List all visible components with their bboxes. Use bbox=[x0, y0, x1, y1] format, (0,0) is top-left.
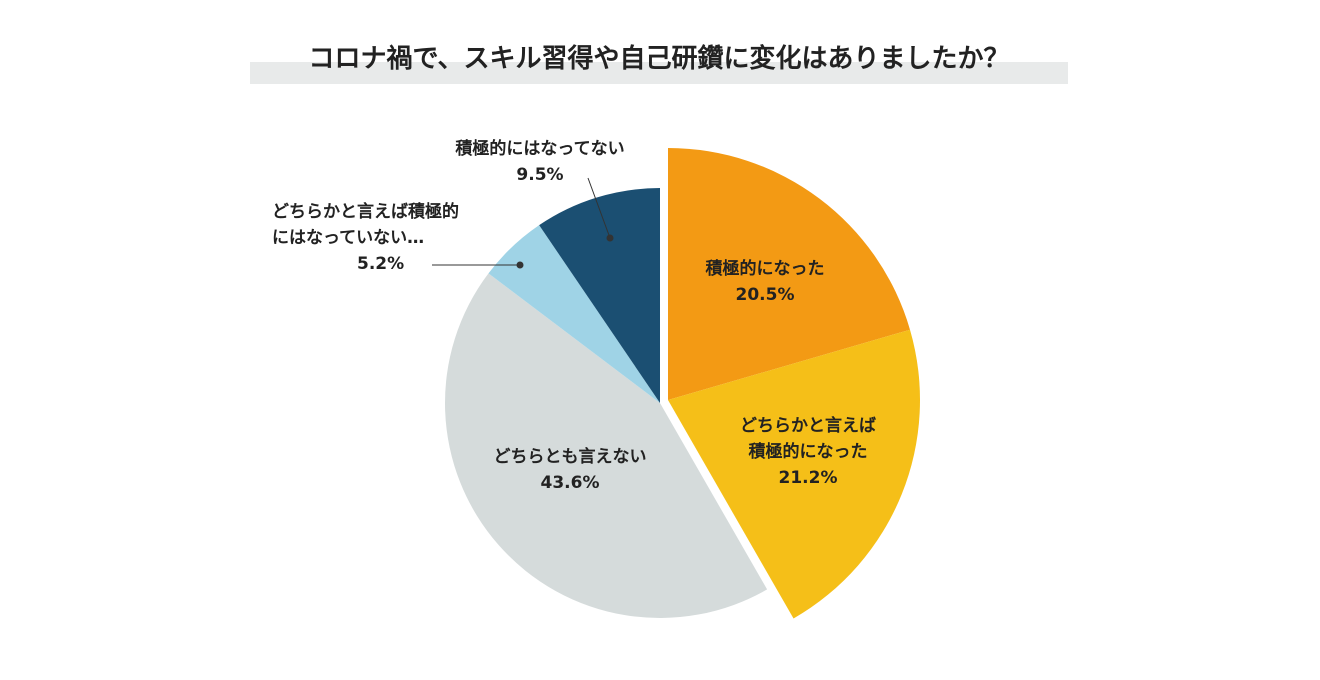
category-label: どちらかと言えば積極的 にはなっていない… bbox=[272, 202, 459, 248]
slice-label: 積極的にはなってない 9.5% bbox=[455, 136, 624, 188]
pie-slice bbox=[539, 188, 660, 403]
value-label: 9.5% bbox=[516, 165, 564, 185]
pie-slice bbox=[668, 329, 920, 619]
category-label: どちらかと言えば 積極的になった bbox=[740, 416, 876, 462]
value-label: 20.5% bbox=[735, 285, 795, 305]
leader-dot bbox=[516, 261, 524, 269]
value-label: 5.2% bbox=[357, 254, 405, 274]
slice-label: どちらとも言えない 43.6% bbox=[494, 444, 647, 496]
slice-label: 積極的になった 20.5% bbox=[706, 256, 825, 308]
category-label: どちらとも言えない bbox=[493, 447, 647, 467]
chart-title: コロナ禍で、スキル習得や自己研鑽に変化はありましたか？ bbox=[308, 44, 1010, 74]
title-highlight bbox=[250, 62, 1068, 84]
pie-slice bbox=[488, 225, 660, 403]
value-label: 43.6% bbox=[540, 473, 600, 493]
pie-slice bbox=[444, 273, 768, 619]
category-label: 積極的になった bbox=[705, 259, 825, 279]
pie-slice bbox=[668, 148, 910, 400]
value-label: 21.2% bbox=[778, 468, 838, 488]
slice-label: どちらかと言えば 積極的になった 21.2% bbox=[740, 413, 876, 491]
leader-line bbox=[587, 177, 611, 239]
leader-dot bbox=[606, 234, 614, 242]
slice-label: どちらかと言えば積極的 にはなっていない… 5.2% bbox=[272, 199, 459, 277]
category-label: 積極的にはなってない bbox=[455, 139, 625, 159]
